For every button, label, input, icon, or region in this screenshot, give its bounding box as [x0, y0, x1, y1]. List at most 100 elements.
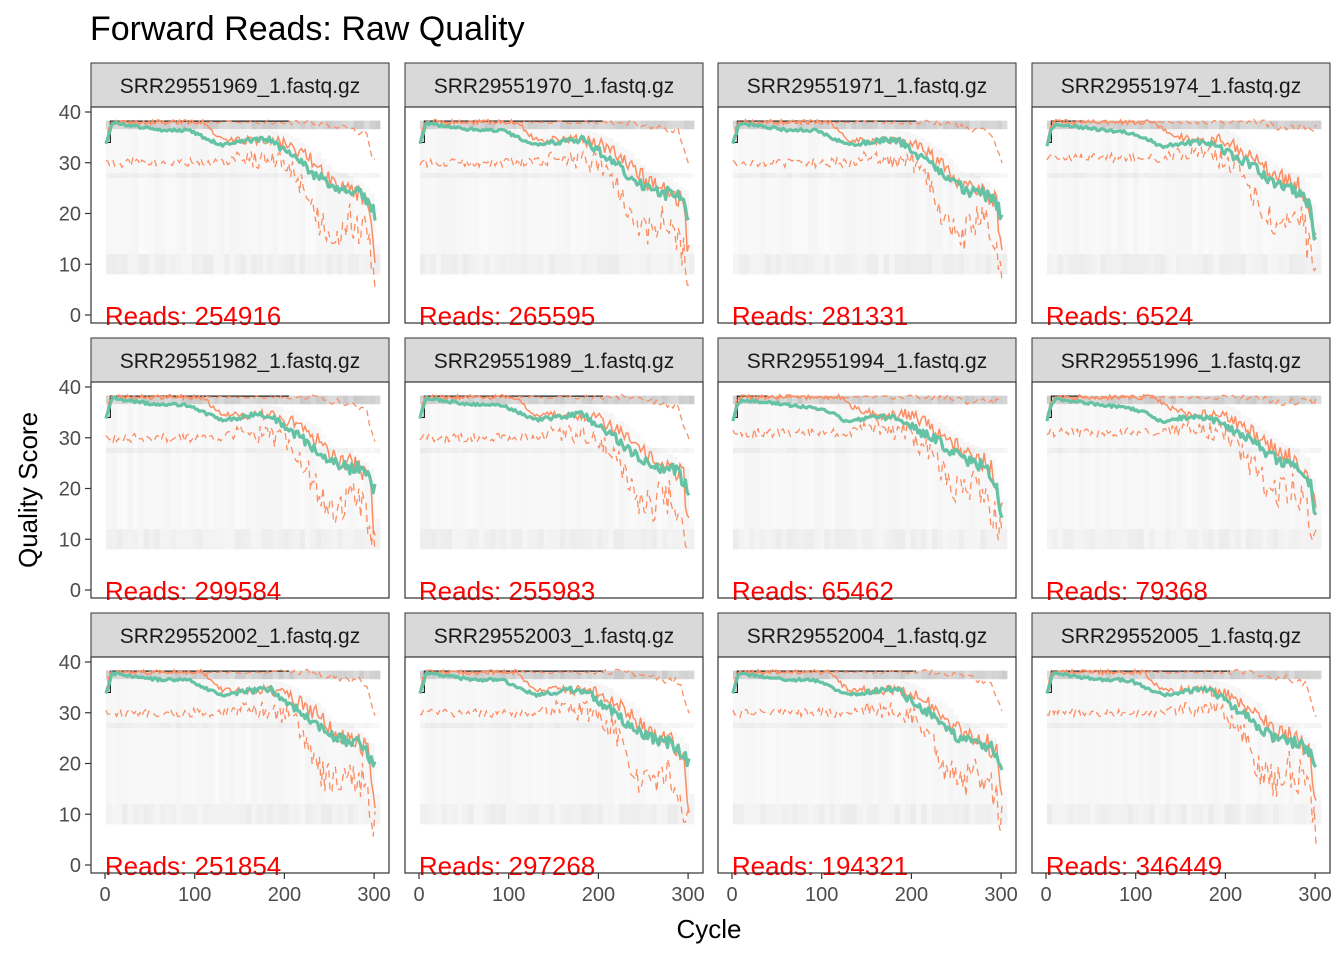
heat-cell	[1111, 679, 1117, 805]
heat-cell	[808, 670, 814, 680]
heat-cell	[608, 529, 614, 550]
heat-cell	[165, 804, 171, 825]
heat-cell	[527, 529, 533, 550]
heat-cell	[613, 804, 620, 825]
heat-cell	[1310, 395, 1316, 405]
heat-cell	[457, 529, 463, 550]
heat-cell	[337, 172, 343, 178]
heat-cell	[969, 670, 976, 680]
heat-cell	[543, 670, 550, 680]
heat-cell	[878, 447, 884, 453]
heat-cell	[1219, 529, 1225, 550]
heat-cell	[872, 447, 879, 453]
heat-cell	[899, 395, 906, 405]
heat-cell	[1246, 696, 1252, 805]
heat-cell	[1208, 447, 1214, 453]
heat-cell	[261, 254, 268, 275]
heat-cell	[364, 447, 370, 453]
heat-cell	[899, 804, 906, 825]
heat-cell	[765, 804, 771, 825]
heat-cell	[436, 404, 442, 530]
heat-cell	[867, 804, 873, 825]
heat-cell	[457, 722, 463, 728]
heat-cell	[888, 804, 895, 825]
heat-cell	[105, 670, 112, 680]
heat-cell	[138, 172, 144, 178]
heat-cell	[738, 254, 744, 275]
heat-cell	[500, 447, 507, 453]
heat-cell	[1305, 447, 1311, 453]
heat-cell	[1294, 804, 1300, 825]
heat-cell	[543, 804, 550, 825]
heat-cell	[1229, 447, 1236, 453]
heat-cell	[331, 254, 338, 275]
heat-cell	[441, 679, 447, 805]
heat-cell	[985, 732, 992, 805]
heat-cell	[926, 529, 933, 550]
heat-cell	[781, 395, 787, 405]
heat-cell	[1138, 722, 1144, 728]
heat-cell	[170, 120, 176, 130]
heat-cell	[452, 172, 458, 178]
heat-cell	[894, 404, 900, 530]
heat-cell	[835, 404, 841, 530]
heat-cell	[845, 395, 852, 405]
heat-cell	[1192, 670, 1198, 680]
heat-cell	[662, 175, 668, 255]
heat-cell	[856, 679, 863, 805]
heat-cell	[813, 120, 820, 130]
heat-cell	[479, 172, 485, 178]
heat-cell	[321, 172, 327, 178]
heat-cell	[888, 679, 895, 805]
heat-cell	[1272, 120, 1279, 130]
heat-cell	[948, 158, 954, 255]
heat-cell	[229, 395, 236, 405]
heat-cell	[1095, 404, 1101, 530]
heat-cell	[1122, 129, 1128, 255]
heat-cell	[1133, 804, 1139, 825]
heat-cell	[915, 135, 922, 255]
heat-cell	[543, 254, 550, 275]
heat-cell	[278, 131, 284, 255]
heat-cell	[441, 722, 447, 728]
heat-cell	[197, 670, 203, 680]
heat-cell	[1208, 395, 1214, 405]
heat-cell	[1002, 120, 1008, 130]
heat-cell	[532, 172, 539, 178]
heat-cell	[1229, 254, 1236, 275]
heat-cell	[878, 529, 884, 550]
heat-cell	[991, 457, 997, 530]
heat-cell	[353, 178, 359, 255]
heat-cell	[337, 722, 343, 805]
heat-cell	[288, 410, 295, 530]
heat-cell	[765, 120, 771, 130]
heat-cell	[915, 722, 922, 728]
heat-cell	[511, 670, 517, 680]
heat-cell	[667, 120, 673, 130]
heat-cell	[856, 722, 863, 728]
heat-cell	[358, 395, 365, 405]
heat-cell	[116, 172, 123, 178]
heat-cell	[251, 254, 257, 275]
heat-cell	[619, 447, 625, 453]
heat-cell	[608, 254, 614, 275]
heat-cell	[1202, 447, 1209, 453]
heat-cell	[619, 804, 625, 825]
heat-cell	[549, 120, 555, 130]
heat-cell	[500, 529, 507, 550]
heat-cell	[369, 172, 375, 178]
heat-cell	[667, 395, 673, 405]
heat-cell	[781, 804, 787, 825]
heat-cell	[1219, 172, 1225, 178]
heat-cell	[452, 722, 458, 728]
heat-cell	[468, 670, 474, 680]
heat-cell	[1165, 129, 1171, 255]
heat-cell	[743, 404, 750, 530]
heat-cell	[522, 670, 528, 680]
heat-cell	[781, 404, 787, 530]
heat-cell	[975, 722, 981, 728]
heat-cell	[651, 172, 657, 178]
heat-cell	[154, 447, 160, 453]
heat-cell	[208, 529, 214, 550]
heat-cell	[559, 254, 566, 275]
